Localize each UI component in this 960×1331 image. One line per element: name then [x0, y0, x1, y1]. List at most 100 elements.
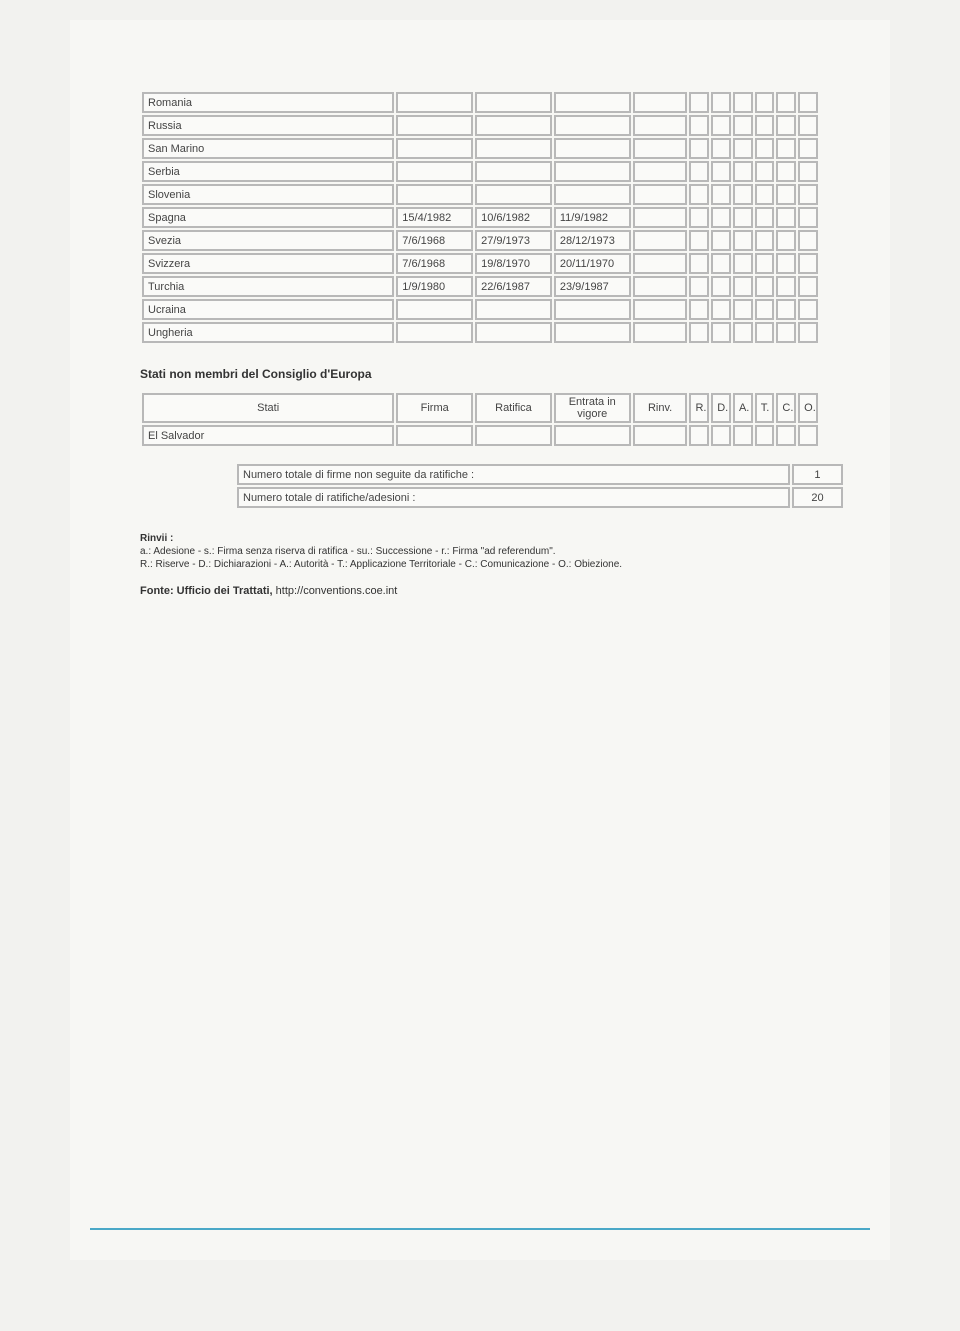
col-ratifica: Ratifica [475, 393, 552, 423]
table-row: Russia [142, 115, 818, 136]
cell-value [755, 425, 775, 446]
cell-value [755, 230, 775, 251]
document-page: RomaniaRussiaSan MarinoSerbiaSloveniaSpa… [70, 20, 890, 1260]
cell-value [689, 299, 709, 320]
cell-value [755, 207, 775, 228]
cell-value [475, 184, 552, 205]
cell-value [776, 230, 796, 251]
cell-country: Romania [142, 92, 394, 113]
col-firma: Firma [396, 393, 473, 423]
cell-value [711, 253, 731, 274]
cell-value [711, 299, 731, 320]
cell-value: 20/11/1970 [554, 253, 631, 274]
cell-value [733, 299, 753, 320]
cell-value [733, 184, 753, 205]
cell-value [475, 322, 552, 343]
cell-value [755, 115, 775, 136]
cell-value [554, 425, 631, 446]
cell-value [711, 184, 731, 205]
table-row: San Marino [142, 138, 818, 159]
cell-value [689, 161, 709, 182]
col-entrata: Entrata in vigore [554, 393, 631, 423]
cell-country: Turchia [142, 276, 394, 297]
cell-value [755, 253, 775, 274]
cell-value [755, 299, 775, 320]
legend-title: Rinvii : [140, 533, 173, 544]
cell-value [733, 322, 753, 343]
cell-value [711, 92, 731, 113]
cell-value [733, 115, 753, 136]
col-rinv: Rinv. [633, 393, 688, 423]
cell-value [689, 425, 709, 446]
cell-value [798, 425, 818, 446]
cell-value [776, 276, 796, 297]
table-row: Turchia1/9/198022/6/198723/9/1987 [142, 276, 818, 297]
table-row: Svezia7/6/196827/9/197328/12/1973 [142, 230, 818, 251]
cell-value [554, 184, 631, 205]
cell-value: 1/9/1980 [396, 276, 473, 297]
cell-value [633, 115, 688, 136]
cell-country: Serbia [142, 161, 394, 182]
cell-country: Ungheria [142, 322, 394, 343]
cell-value [396, 425, 473, 446]
cell-value [689, 322, 709, 343]
cell-value [633, 276, 688, 297]
col-T: T. [755, 393, 775, 423]
cell-value [755, 184, 775, 205]
member-states-table: RomaniaRussiaSan MarinoSerbiaSloveniaSpa… [140, 90, 820, 345]
cell-value [554, 322, 631, 343]
cell-value [733, 425, 753, 446]
cell-value [633, 253, 688, 274]
summary-row: Numero totale di firme non seguite da ra… [237, 464, 843, 485]
table-row: Spagna15/4/198210/6/198211/9/1982 [142, 207, 818, 228]
cell-value [798, 299, 818, 320]
cell-value [711, 425, 731, 446]
source-prefix: Fonte: Ufficio dei Trattati, [140, 585, 276, 597]
source-url: http://conventions.coe.int [276, 585, 398, 597]
cell-value [776, 207, 796, 228]
summary-label: Numero totale di firme non seguite da ra… [237, 464, 790, 485]
cell-value [755, 92, 775, 113]
cell-value: 27/9/1973 [475, 230, 552, 251]
table-row: Slovenia [142, 184, 818, 205]
cell-value [733, 92, 753, 113]
cell-value [396, 161, 473, 182]
cell-value [475, 161, 552, 182]
cell-value [475, 425, 552, 446]
cell-value: 11/9/1982 [554, 207, 631, 228]
col-D: D. [711, 393, 731, 423]
cell-value [711, 115, 731, 136]
cell-value [733, 276, 753, 297]
cell-value [554, 161, 631, 182]
summary-table: Numero totale di firme non seguite da ra… [235, 462, 845, 510]
cell-value: 22/6/1987 [475, 276, 552, 297]
cell-value [554, 115, 631, 136]
table-row: Serbia [142, 161, 818, 182]
cell-value [396, 184, 473, 205]
cell-country: Ucraina [142, 299, 394, 320]
cell-value [798, 276, 818, 297]
cell-value [776, 253, 796, 274]
cell-value [633, 322, 688, 343]
cell-value [633, 207, 688, 228]
table-row: Svizzera7/6/196819/8/197020/11/1970 [142, 253, 818, 274]
col-stati: Stati [142, 393, 394, 423]
cell-value [633, 299, 688, 320]
summary-row: Numero totale di ratifiche/adesioni :20 [237, 487, 843, 508]
cell-value [689, 230, 709, 251]
legend-rinvii: Rinvii : a.: Adesione - s.: Firma senza … [140, 532, 820, 571]
cell-value [689, 276, 709, 297]
cell-value [396, 138, 473, 159]
nonmember-states-table: Stati Firma Ratifica Entrata in vigore R… [140, 391, 820, 448]
cell-value [755, 322, 775, 343]
cell-value [711, 230, 731, 251]
cell-value [396, 322, 473, 343]
cell-value [733, 138, 753, 159]
cell-value [798, 92, 818, 113]
cell-value [475, 299, 552, 320]
cell-value: 19/8/1970 [475, 253, 552, 274]
cell-value [776, 115, 796, 136]
cell-value [689, 184, 709, 205]
cell-value [633, 161, 688, 182]
cell-value [798, 115, 818, 136]
